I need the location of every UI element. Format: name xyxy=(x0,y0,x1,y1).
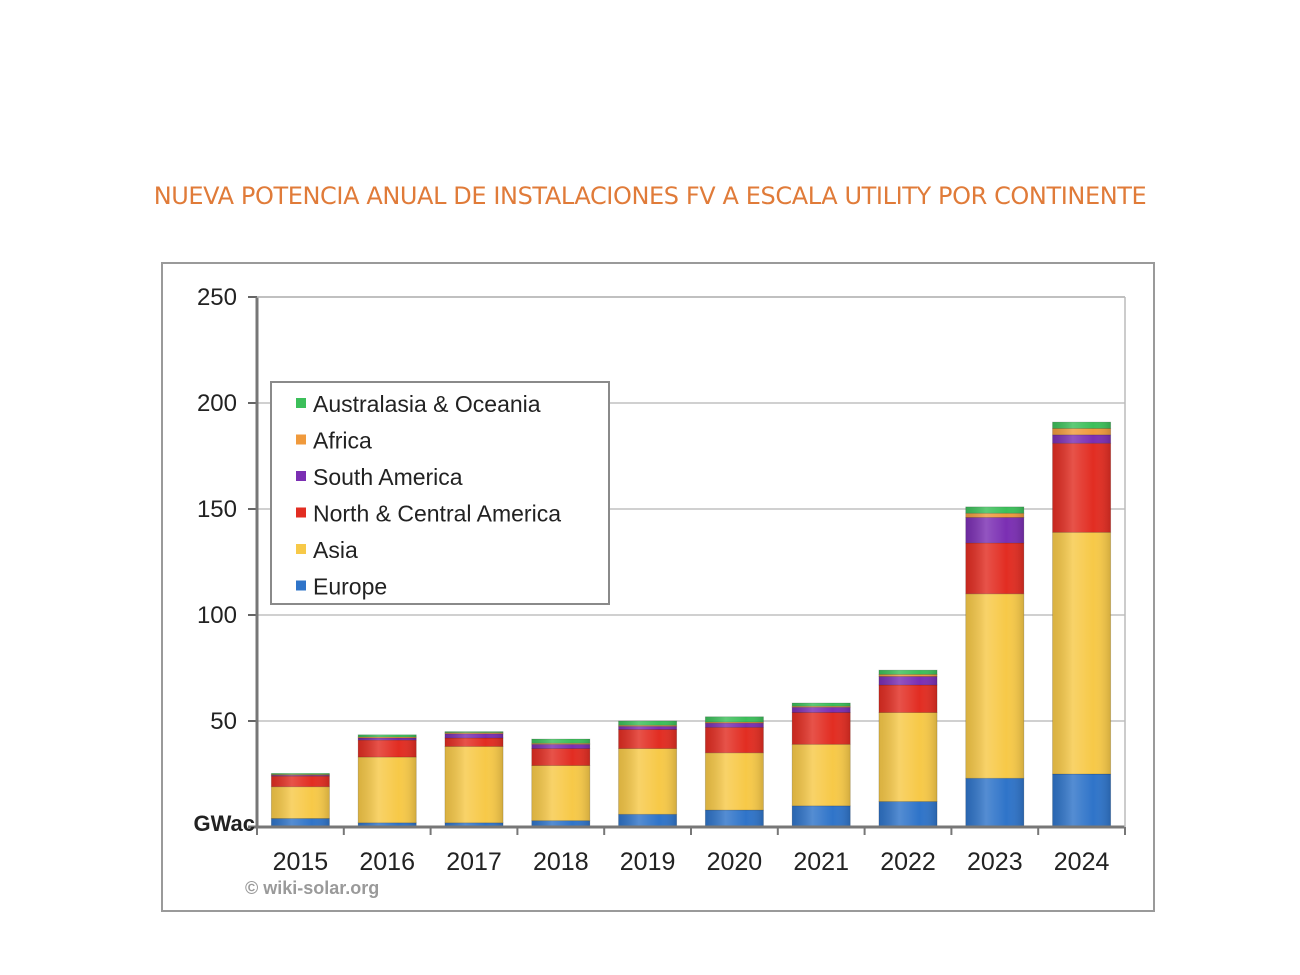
bar-shine xyxy=(444,822,504,827)
bar-shine xyxy=(792,707,851,713)
chart-frame: 50 100 150 200 250 2015 2016 2017 2018 2019 2020 20… xyxy=(161,262,1155,912)
bar-shine xyxy=(531,743,590,745)
bar-shine xyxy=(618,729,677,749)
x-tick-label-2023: 2023 xyxy=(967,848,1023,876)
bar-shine xyxy=(1052,443,1111,533)
bar-shine xyxy=(878,670,938,675)
bar-shine xyxy=(618,814,677,827)
bars xyxy=(270,421,1112,828)
x-tick-label-2019: 2019 xyxy=(620,848,676,876)
bar-shine xyxy=(444,733,504,738)
y-tick-label: 50 xyxy=(210,708,237,735)
watermark-text: © wiki-solar.org xyxy=(245,878,379,898)
x-tick-label-2015: 2015 xyxy=(273,848,329,876)
bar-shine xyxy=(358,736,417,738)
legend-label-north-central-america: North & Central America xyxy=(313,501,561,527)
bar-shine xyxy=(531,765,590,821)
bar-shine xyxy=(792,712,851,745)
bar-shine xyxy=(271,776,330,787)
x-tick-label-2017: 2017 xyxy=(446,848,502,876)
bar-shine xyxy=(965,506,1024,514)
bar-shine xyxy=(1052,532,1111,774)
bar-shine xyxy=(531,820,590,827)
bar-shine xyxy=(705,722,764,724)
bar-shine xyxy=(444,731,504,733)
legend-swatch-north-central-america xyxy=(296,507,306,518)
bar-shine xyxy=(878,801,938,827)
bar-shine xyxy=(705,723,764,728)
bar-shine xyxy=(271,774,330,776)
bar-shine xyxy=(271,786,330,819)
bar-shine xyxy=(618,721,677,726)
bar-shine xyxy=(1052,422,1111,429)
bar-shine xyxy=(531,748,590,766)
bar-shine xyxy=(358,757,417,823)
bar-shine xyxy=(358,737,417,741)
y-tick-label: 250 xyxy=(197,284,237,311)
bar-shine xyxy=(358,734,417,737)
x-tick-label-2020: 2020 xyxy=(707,848,763,876)
x-tick-label-2016: 2016 xyxy=(359,848,415,876)
bar-shine xyxy=(705,716,764,723)
tick-labels: 50 100 150 200 250 2015 2016 2017 2018 2019 2020 20… xyxy=(197,284,1110,876)
bar-shine xyxy=(271,818,330,827)
bar-shine xyxy=(878,684,938,713)
bar-shine xyxy=(878,712,938,802)
legend-swatch-australasia-oceania xyxy=(296,398,306,408)
legend-label-africa: Africa xyxy=(313,428,372,454)
bar-shine xyxy=(965,778,1024,827)
x-tick-label-2024: 2024 xyxy=(1054,848,1110,876)
legend-swatch-south-america xyxy=(296,471,306,481)
legend-swatch-asia xyxy=(296,544,306,554)
bar-shine xyxy=(1052,774,1111,827)
bar-shine xyxy=(444,746,504,823)
bar-shine xyxy=(358,822,417,827)
y-tick-label: 100 xyxy=(197,602,237,629)
bar-shine xyxy=(792,706,851,708)
x-tick-label-2021: 2021 xyxy=(793,848,849,876)
axes xyxy=(248,296,1126,835)
y-axis-label: GWac xyxy=(193,811,255,836)
legend-label-europe: Europe xyxy=(313,574,387,600)
bar-shine xyxy=(444,732,504,734)
bar-shine xyxy=(618,748,677,815)
legend-swatch-africa xyxy=(296,434,306,445)
legend-label-australasia-oceania: Australasia & Oceania xyxy=(313,391,541,417)
bar-shine xyxy=(618,725,677,727)
y-tick-label: 150 xyxy=(197,496,237,523)
stacked-bar-chart: 50 100 150 200 250 2015 2016 2017 2018 2019 2020 20… xyxy=(193,284,1126,898)
bar-shine xyxy=(792,744,851,806)
bar-shine xyxy=(531,739,590,744)
bar-shine xyxy=(792,805,851,827)
bar-shine xyxy=(1052,434,1111,444)
legend-label-south-america: South America xyxy=(313,464,463,490)
bar-shine xyxy=(965,542,1024,594)
bar-shine xyxy=(271,773,330,775)
bar-shine xyxy=(965,513,1024,518)
bar-shine xyxy=(705,810,764,827)
bar-shine xyxy=(965,517,1024,543)
bar-shine xyxy=(444,737,504,747)
bar-shine xyxy=(705,727,764,753)
bar-shine xyxy=(358,740,417,758)
bar-shine xyxy=(705,752,764,811)
bar-shine xyxy=(1052,428,1111,435)
bar-shine xyxy=(531,744,590,749)
bar-shine xyxy=(792,702,851,707)
legend-box xyxy=(270,381,610,605)
y-tick-label: 200 xyxy=(197,390,237,417)
legend: Australasia & Oceania Africa South America… xyxy=(270,381,610,605)
legend-swatch-europe xyxy=(296,580,306,591)
x-tick-label-2018: 2018 xyxy=(533,848,589,876)
bar-shine xyxy=(618,726,677,730)
legend-label-asia: Asia xyxy=(313,537,358,563)
bar-shine xyxy=(878,674,938,677)
bar-shine xyxy=(965,593,1024,779)
bar-shine xyxy=(271,775,330,777)
page-title: NUEVA POTENCIA ANUAL DE INSTALACIONES FV… xyxy=(153,182,1147,210)
bar-shine xyxy=(878,676,938,685)
x-tick-label-2022: 2022 xyxy=(880,848,936,876)
